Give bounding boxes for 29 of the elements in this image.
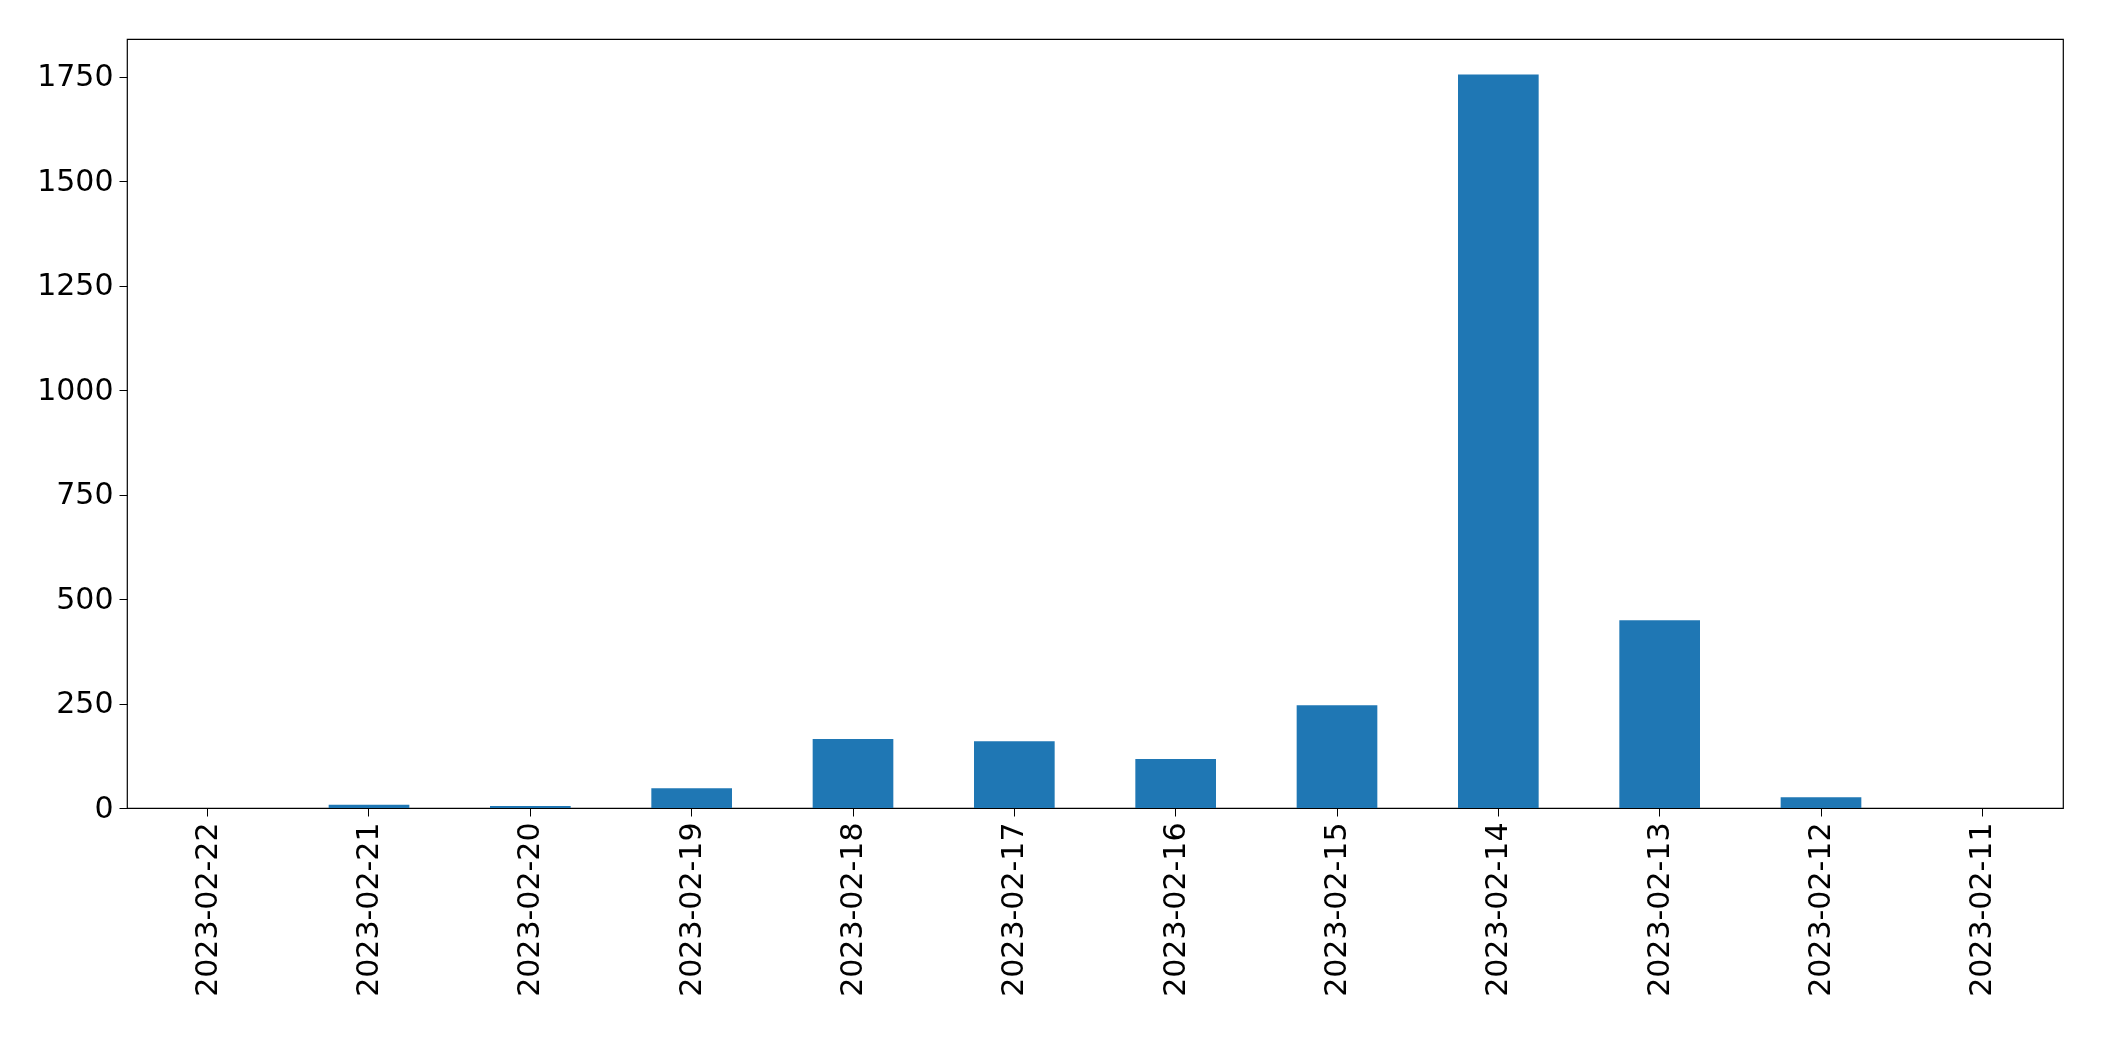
x-tick-label: 2023-02-11 [1963,822,1999,997]
bar [651,788,732,808]
y-tick-label: 1250 [37,267,114,303]
x-tick-label: 2023-02-16 [1156,822,1192,997]
x-tick-label: 2023-02-21 [350,822,385,997]
x-tick-label: 2023-02-13 [1640,822,1676,997]
x-tick-label: 2023-02-20 [511,822,547,997]
bar [974,741,1055,808]
y-tick-label: 750 [56,476,114,512]
x-tick-label: 2023-02-19 [672,822,708,997]
bar [490,805,571,808]
bar [812,739,894,808]
bar [1135,759,1216,808]
y-tick-label: 1000 [37,371,114,407]
bar [1296,705,1378,808]
bar [1780,797,1862,808]
y-tick-label: 1500 [37,162,114,198]
x-tick-label: 2023-02-15 [1318,822,1353,997]
x-tick-label: 2023-02-14 [1479,822,1515,997]
bar [1619,620,1700,808]
x-tick-label: 2023-02-17 [995,822,1031,997]
x-tick-label: 2023-02-18 [834,822,869,997]
x-tick-label: 2023-02-22 [188,822,224,997]
bar [1458,74,1539,808]
y-tick-label: 500 [56,580,114,616]
y-tick-label: 1750 [37,58,114,94]
x-tick-label: 2023-02-12 [1802,822,1837,997]
y-tick-label: 0 [94,789,114,825]
y-tick-label: 250 [56,685,114,721]
